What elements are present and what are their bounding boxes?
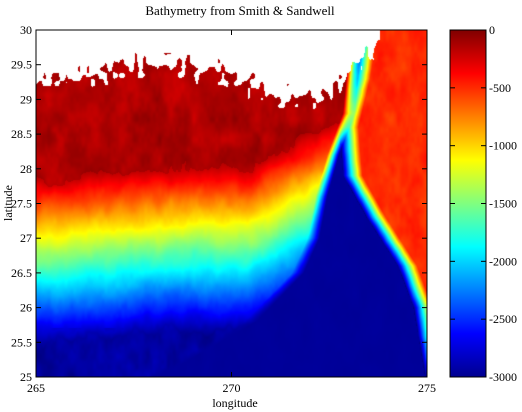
x-axis: 265 270 275	[27, 30, 436, 395]
y-tick-label: 29.5	[11, 58, 32, 72]
y-tick-label: 26.5	[11, 266, 32, 280]
y-tick-label: 30	[20, 23, 32, 37]
colorbar-ticks: 0 -500 -1000 -1500 -2000 -2500 -3000	[450, 23, 517, 384]
colorbar-gradient	[450, 30, 486, 377]
colorbar-tick-label: -1000	[489, 139, 517, 153]
y-tick-label: 29	[20, 92, 32, 106]
y-tick-label: 28	[20, 162, 32, 176]
y-tick-label: 26	[20, 301, 32, 315]
chart-title: Bathymetry from Smith & Sandwell	[145, 3, 335, 18]
colorbar: 0 -500 -1000 -1500 -2000 -2500 -3000	[449, 23, 517, 384]
y-tick-label: 27.5	[11, 197, 32, 211]
colorbar-tick-label: -2500	[489, 312, 517, 326]
y-tick-label: 28.5	[11, 127, 32, 141]
colorbar-tick-label: 0	[489, 23, 495, 37]
x-tick-label: 275	[418, 381, 436, 395]
y-axis-label: latitude	[1, 185, 15, 221]
colorbar-tick-label: -1500	[489, 197, 517, 211]
x-tick-label: 265	[27, 381, 45, 395]
colorbar-tick-label: -500	[489, 81, 511, 95]
colorbar-tick-label: -2000	[489, 254, 517, 268]
heatmap-plot-area	[35, 29, 428, 378]
x-axis-label: longitude	[212, 396, 257, 410]
y-axis: 25 25.5 26 26.5 27 27.5 28 28.5 29 29.5 30	[11, 23, 427, 384]
bathymetry-heatmap	[36, 30, 427, 377]
colorbar-tick-label: -3000	[489, 370, 517, 384]
x-tick-label: 270	[223, 381, 241, 395]
y-tick-label: 27	[20, 231, 32, 245]
y-tick-label: 25	[20, 370, 32, 384]
y-tick-label: 25.5	[11, 335, 32, 349]
